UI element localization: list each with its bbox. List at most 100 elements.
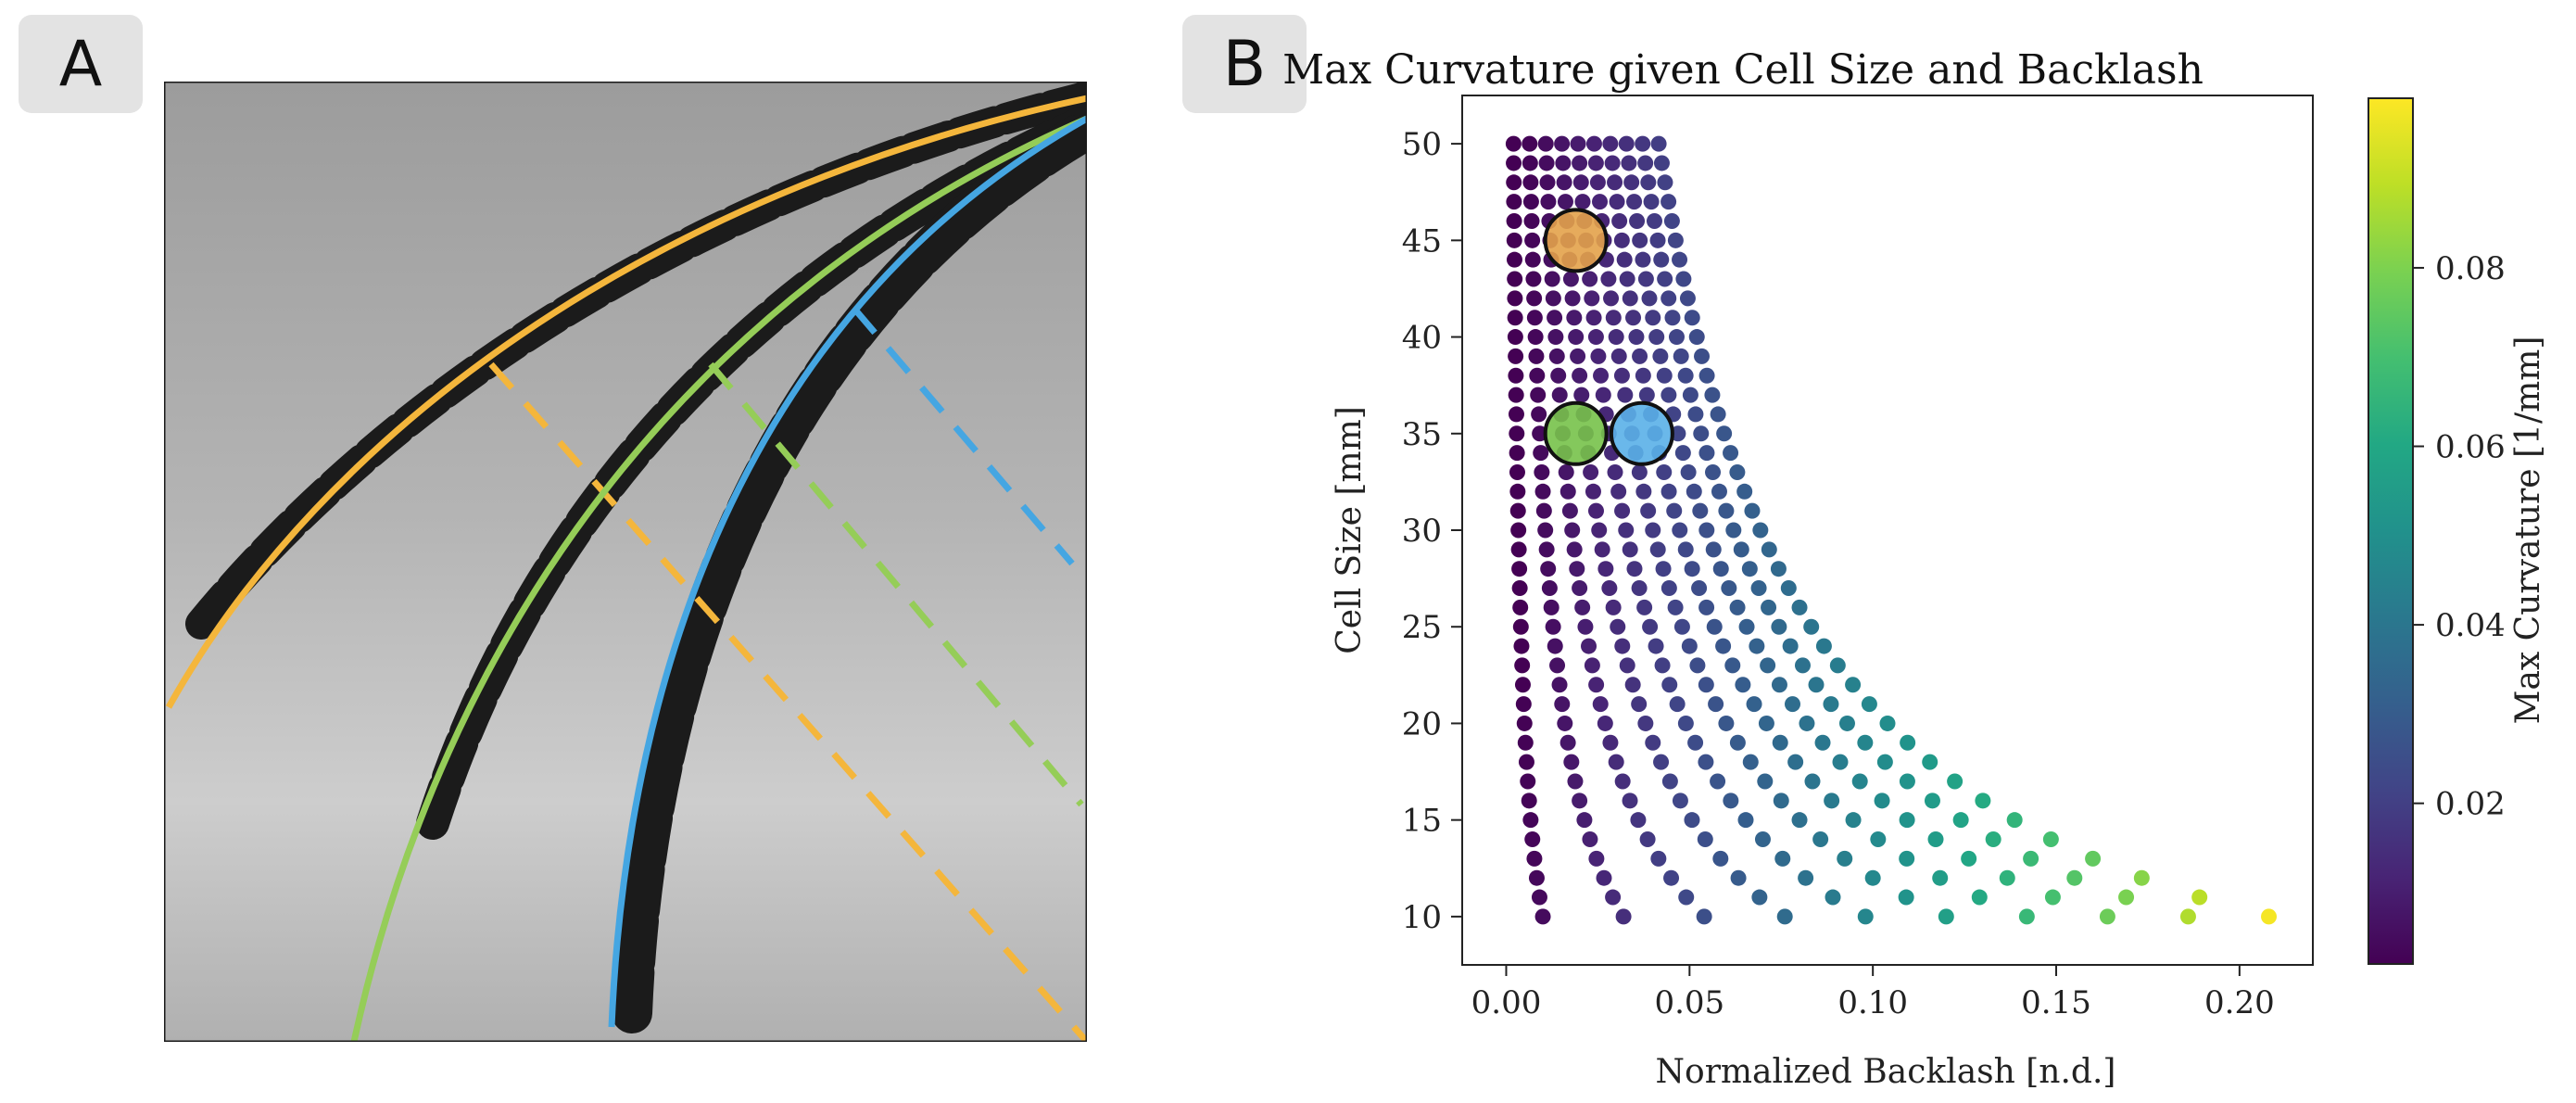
- scatter-point: [1803, 618, 1820, 635]
- scatter-point: [1514, 657, 1531, 674]
- scatter-point: [1804, 773, 1821, 790]
- scatter-point: [1508, 387, 1524, 403]
- scatter-point: [1661, 290, 1677, 307]
- scatter-point: [1735, 677, 1751, 693]
- scatter-point: [1554, 135, 1571, 152]
- highlighted-point: [1543, 208, 1609, 273]
- scatter-point: [1952, 812, 1969, 829]
- scatter-point: [1532, 425, 1548, 442]
- segmented-arm-photo: [164, 82, 1087, 1042]
- scatter-point: [1506, 251, 1522, 268]
- scatter-series: [1618, 135, 2115, 925]
- green-fit-curve: [350, 115, 1087, 1042]
- scatter-point: [1657, 174, 1673, 191]
- scatter-point: [1511, 580, 1528, 597]
- scatter-point: [1526, 290, 1543, 307]
- scatter-point: [1544, 271, 1560, 287]
- scatter-point: [1667, 599, 1684, 615]
- scatter-point: [1524, 232, 1541, 248]
- scatter-point: [1798, 869, 1814, 886]
- scatter-point: [1723, 792, 1739, 809]
- scatter-point: [1585, 135, 1602, 152]
- scatter-point: [1509, 483, 1526, 500]
- scatter-point: [1667, 232, 1684, 248]
- scatter-point: [1600, 271, 1617, 287]
- y-tick-label: 10: [1402, 899, 1442, 936]
- scatter-point: [1630, 812, 1647, 829]
- scatter-point: [1548, 348, 1565, 364]
- scatter-point: [1761, 541, 1777, 558]
- scatter-point: [1655, 561, 1672, 577]
- highlighted-point: [1543, 400, 1609, 466]
- scatter-point: [1506, 212, 1522, 229]
- scatter-point: [1761, 599, 1777, 615]
- scatter-point: [1661, 677, 1678, 693]
- scatter-point: [1635, 251, 1651, 268]
- scatter-point: [1610, 348, 1627, 364]
- scatter-point: [1626, 561, 1643, 577]
- scatter-point: [1825, 889, 1841, 906]
- scatter-point: [1584, 657, 1600, 674]
- scatter-point: [1545, 290, 1561, 307]
- scatter-point: [2191, 889, 2208, 906]
- scatter-point: [1741, 561, 1758, 577]
- scatter-point: [1754, 831, 1771, 848]
- scatter-point: [1637, 155, 1654, 171]
- y-tick-label: 45: [1402, 222, 1442, 260]
- scatter-point: [1538, 541, 1555, 558]
- scatter-point: [1938, 908, 1954, 925]
- scatter-point: [1569, 561, 1585, 577]
- scatter-point: [2261, 908, 2278, 925]
- scatter-point: [1749, 638, 1765, 654]
- scatter-point: [1583, 463, 1599, 480]
- scatter-point: [1507, 310, 1523, 326]
- scatter-point: [2044, 889, 2061, 906]
- scatter-point: [1506, 194, 1522, 210]
- scatter-point: [1814, 734, 1831, 751]
- scatter-point: [1551, 677, 1568, 693]
- scatter-point: [1614, 638, 1631, 654]
- scatter-point: [1684, 812, 1700, 829]
- scatter-point: [1547, 310, 1563, 326]
- scatter-point: [1514, 677, 1531, 693]
- scatter-point: [1684, 310, 1700, 326]
- scatter-point: [1677, 715, 1694, 731]
- scatter-point: [1572, 580, 1588, 597]
- scatter-point: [1857, 908, 1874, 925]
- scatter-point: [1637, 271, 1654, 287]
- scatter-point: [1616, 251, 1633, 268]
- scatter-point: [1673, 618, 1690, 635]
- scatter-series: [1650, 135, 2278, 925]
- scatter-point: [1661, 580, 1677, 597]
- scatter-point: [1899, 773, 1915, 790]
- scatter-point: [1784, 696, 1800, 713]
- scatter-point: [1618, 522, 1635, 539]
- scatter-point: [1588, 850, 1605, 867]
- scatter-point: [1663, 212, 1680, 229]
- scatter-point: [1588, 677, 1605, 693]
- scatter-point: [1721, 580, 1737, 597]
- scatter-point: [1832, 754, 1849, 770]
- scatter-point: [1652, 348, 1669, 364]
- scatter-point: [1694, 348, 1711, 364]
- scatter-point: [1641, 290, 1658, 307]
- scatter-point: [1522, 155, 1538, 171]
- scatter-point: [1879, 715, 1896, 731]
- highlighted-points: [1543, 208, 1674, 466]
- scatter-point: [1585, 310, 1602, 326]
- scatter-point: [1547, 329, 1564, 346]
- scatter-point: [1746, 696, 1762, 713]
- scatter-point: [1975, 792, 1991, 809]
- scatter-point: [1876, 754, 1893, 770]
- scatter-point: [1512, 618, 1529, 635]
- scatter-point: [1574, 599, 1591, 615]
- scatter-point: [1693, 425, 1710, 442]
- scatter-point: [1584, 290, 1600, 307]
- scatter-point: [1698, 522, 1715, 539]
- scatter-point: [1927, 831, 1944, 848]
- scatter-point: [1643, 194, 1660, 210]
- scatter-point: [2133, 869, 2150, 886]
- scatter-series: [1635, 135, 2196, 925]
- scatter-point: [1705, 541, 1722, 558]
- scatter-point: [1861, 696, 1877, 713]
